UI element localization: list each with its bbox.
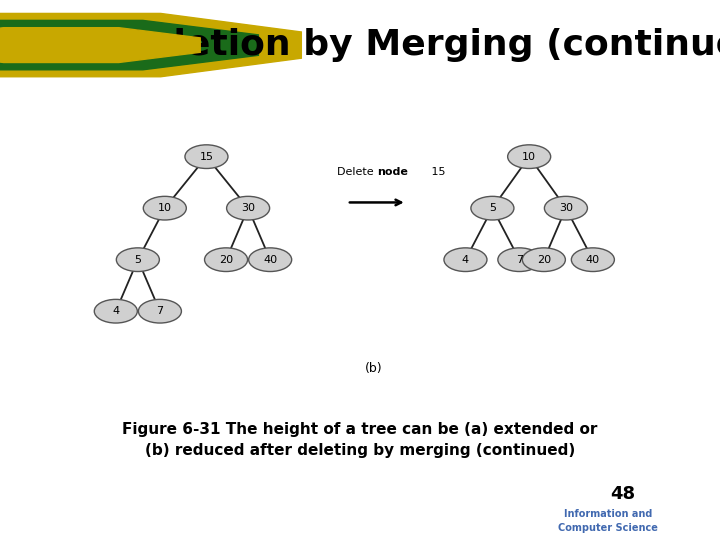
Text: Deletion by Merging (continued): Deletion by Merging (continued) bbox=[119, 28, 720, 62]
Text: Information and: Information and bbox=[564, 509, 652, 519]
Text: 7: 7 bbox=[516, 255, 523, 265]
Text: 10: 10 bbox=[522, 152, 536, 161]
Text: 20: 20 bbox=[537, 255, 551, 265]
Polygon shape bbox=[0, 21, 258, 70]
Ellipse shape bbox=[444, 248, 487, 272]
Ellipse shape bbox=[117, 248, 159, 272]
Ellipse shape bbox=[248, 248, 292, 272]
Text: (b) reduced after deleting by merging (continued): (b) reduced after deleting by merging (c… bbox=[145, 443, 575, 458]
Text: 30: 30 bbox=[241, 203, 255, 213]
Ellipse shape bbox=[522, 248, 565, 272]
Ellipse shape bbox=[204, 248, 248, 272]
Ellipse shape bbox=[227, 197, 269, 220]
Ellipse shape bbox=[508, 145, 551, 168]
Text: 15: 15 bbox=[199, 152, 213, 161]
Text: 10: 10 bbox=[158, 203, 172, 213]
Text: 15: 15 bbox=[428, 167, 445, 178]
Ellipse shape bbox=[94, 299, 138, 323]
Text: Figure 6-31 The height of a tree can be (a) extended or: Figure 6-31 The height of a tree can be … bbox=[122, 422, 598, 437]
Text: 4: 4 bbox=[112, 306, 120, 316]
Ellipse shape bbox=[185, 145, 228, 168]
Text: 4: 4 bbox=[462, 255, 469, 265]
Ellipse shape bbox=[471, 197, 514, 220]
Text: Computer Science: Computer Science bbox=[559, 523, 658, 533]
Text: node: node bbox=[377, 167, 408, 178]
Text: 7: 7 bbox=[156, 306, 163, 316]
Ellipse shape bbox=[138, 299, 181, 323]
Text: 40: 40 bbox=[263, 255, 277, 265]
Polygon shape bbox=[0, 14, 302, 77]
Ellipse shape bbox=[572, 248, 614, 272]
Ellipse shape bbox=[498, 248, 541, 272]
Text: 48: 48 bbox=[611, 485, 635, 503]
Ellipse shape bbox=[143, 197, 186, 220]
Text: 5: 5 bbox=[489, 203, 496, 213]
Ellipse shape bbox=[544, 197, 588, 220]
Text: 20: 20 bbox=[219, 255, 233, 265]
Polygon shape bbox=[0, 28, 200, 63]
Text: Delete: Delete bbox=[337, 167, 377, 178]
Text: 30: 30 bbox=[559, 203, 573, 213]
Text: (b): (b) bbox=[365, 362, 382, 375]
Text: 5: 5 bbox=[135, 255, 141, 265]
Text: 40: 40 bbox=[586, 255, 600, 265]
